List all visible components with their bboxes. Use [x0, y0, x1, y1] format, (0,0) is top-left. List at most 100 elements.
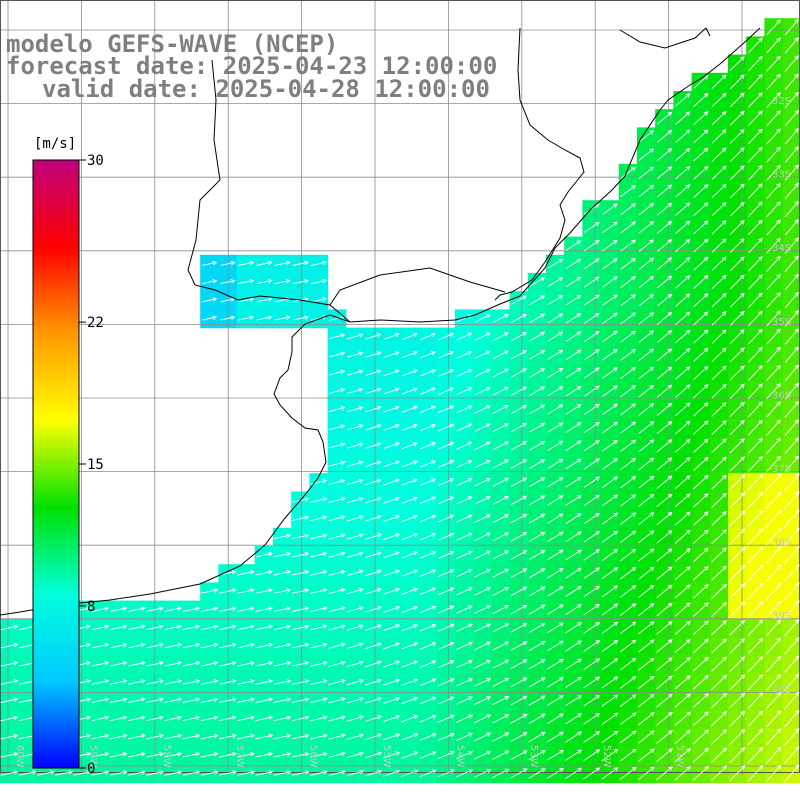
wind-arrow	[146, 715, 165, 722]
wind-arrow	[565, 622, 582, 634]
wind-arrow	[364, 751, 383, 759]
wind-arrow	[382, 751, 401, 759]
wind-arrow	[255, 770, 274, 776]
wind-arrow	[401, 733, 419, 741]
wind-arrow	[419, 642, 437, 650]
wind-arrow	[675, 366, 691, 380]
wind-arrow	[748, 365, 763, 381]
wind-arrow	[565, 476, 582, 488]
wind-arrow	[747, 473, 764, 491]
wind-arrow	[328, 551, 346, 558]
wind-arrow	[528, 477, 546, 488]
wind-arrow	[638, 693, 655, 708]
wind-arrow	[674, 511, 691, 526]
wind-arrow	[146, 770, 165, 776]
wind-arrow	[766, 183, 781, 199]
wind-arrow	[674, 584, 691, 599]
wind-arrow	[438, 369, 455, 377]
lat-label: 36S	[772, 390, 791, 401]
colorbar-gradient	[32, 159, 80, 769]
wind-arrow	[675, 220, 691, 235]
wind-arrow	[729, 638, 746, 654]
wind-arrow	[309, 769, 328, 776]
wind-arrow	[784, 291, 799, 309]
wind-arrow	[492, 477, 510, 487]
wind-arrow	[510, 623, 528, 633]
wind-arrow	[292, 533, 310, 540]
wind-arrow	[383, 660, 401, 668]
wind-arrow	[693, 275, 709, 289]
wind-arrow	[456, 550, 473, 560]
wind-arrow	[255, 606, 274, 612]
wind-arrow	[729, 383, 745, 399]
wind-arrow	[711, 747, 728, 763]
wind-arrow	[273, 679, 292, 685]
wind-arrow	[766, 37, 781, 54]
wind-arrow	[747, 509, 764, 528]
wind-arrow	[164, 751, 183, 758]
wind-arrow	[364, 696, 383, 704]
wind-arrow	[748, 292, 763, 308]
wind-arrow	[401, 423, 418, 431]
wind-arrow	[711, 347, 727, 363]
wind-arrow	[656, 548, 673, 562]
wind-arrow	[273, 533, 292, 540]
wind-arrow	[583, 549, 600, 561]
wind-arrow	[583, 458, 600, 470]
wind-arrow	[510, 550, 528, 560]
wind-arrow	[601, 603, 619, 616]
wind-arrow	[200, 660, 219, 667]
wind-arrow	[291, 770, 310, 776]
wind-arrow	[383, 642, 401, 650]
wind-arrow	[583, 294, 600, 306]
wind-arrow	[693, 111, 709, 126]
wind-arrow	[711, 92, 727, 108]
wind-arrow	[602, 221, 618, 234]
wind-arrow	[711, 474, 727, 490]
wind-arrow	[565, 240, 582, 251]
wind-arrow	[292, 515, 310, 521]
wind-arrow	[748, 219, 763, 236]
wind-arrow	[492, 641, 510, 651]
wind-arrow	[784, 382, 800, 400]
wind-arrow	[127, 770, 146, 776]
wind-arrow	[747, 674, 764, 691]
wind-arrow	[492, 314, 509, 323]
wind-arrow	[73, 770, 92, 776]
wind-arrow	[146, 660, 164, 667]
wind-arrow	[638, 512, 655, 526]
wind-arrow	[729, 110, 745, 126]
wind-arrow	[583, 749, 601, 762]
wind-arrow	[401, 569, 419, 577]
wind-arrow	[291, 642, 310, 649]
wind-arrow	[419, 660, 437, 668]
wind-arrow	[693, 147, 709, 162]
wind-arrow	[202, 279, 218, 285]
wind-arrow	[347, 333, 364, 340]
wind-arrow	[546, 622, 564, 634]
wind-arrow	[656, 475, 673, 489]
wind-arrow	[620, 330, 636, 343]
wind-arrow	[710, 765, 728, 782]
wind-arrow	[656, 711, 673, 726]
wind-arrow	[765, 692, 782, 709]
wind-arrow	[237, 697, 256, 703]
wind-arrow	[546, 677, 564, 688]
wind-arrow	[711, 311, 727, 326]
wind-arrow	[237, 315, 255, 321]
wind-arrow	[565, 676, 583, 688]
wind-arrow	[602, 258, 618, 270]
wind-arrow	[237, 278, 255, 285]
wind-arrow	[401, 442, 418, 450]
wind-arrow	[237, 588, 255, 594]
wind-arrow	[419, 678, 437, 687]
wind-arrow	[674, 602, 691, 617]
wind-arrow	[383, 551, 401, 559]
wind-arrow	[237, 733, 256, 740]
wind-arrow	[164, 606, 183, 612]
wind-arrow	[219, 624, 237, 631]
wind-arrow	[766, 655, 782, 673]
wind-arrow	[474, 423, 491, 432]
wind-arrow	[438, 405, 455, 414]
wind-arrow	[127, 751, 146, 758]
